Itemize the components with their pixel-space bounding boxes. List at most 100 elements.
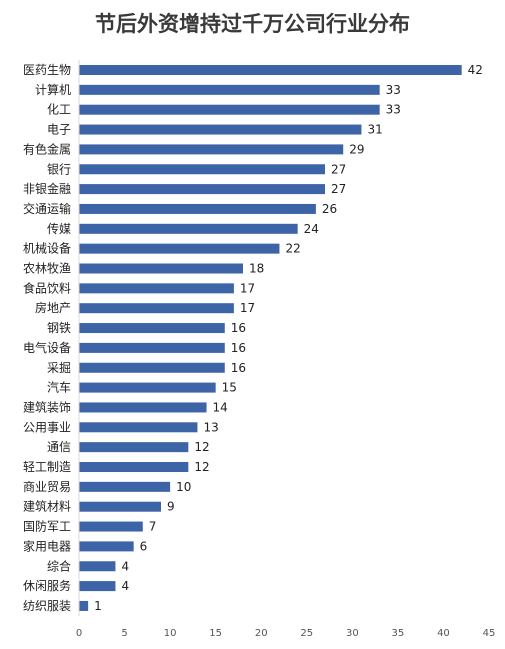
bar — [79, 382, 216, 393]
bar — [79, 342, 225, 353]
bar — [79, 223, 298, 234]
category-label: 国防军工 — [23, 519, 71, 534]
bar — [79, 65, 462, 75]
category-label: 汽车 — [47, 380, 71, 395]
bar — [79, 243, 280, 254]
data-label: 14 — [213, 400, 228, 414]
data-label: 1 — [94, 599, 102, 613]
category-label: 公用事业 — [23, 420, 71, 434]
data-label: 4 — [121, 579, 129, 593]
category-label: 房地产 — [35, 300, 71, 315]
bar — [79, 422, 198, 433]
data-label: 7 — [149, 520, 157, 534]
x-tick-label: 10 — [164, 628, 177, 639]
category-label: 综合 — [47, 558, 71, 573]
data-label: 17 — [240, 281, 255, 295]
bar — [79, 541, 134, 552]
x-axis-ticks-group: 0 5 10 15 20 25 30 35 40 45 — [76, 60, 496, 639]
data-label: 6 — [140, 539, 148, 553]
bar — [79, 581, 116, 592]
category-label: 农林牧渔 — [23, 262, 71, 276]
category-labels-group: 医药生物计算机化工电子有色金属银行非银金融交通运输传媒机械设备农林牧渔食品饮料房… — [23, 63, 71, 613]
data-label: 42 — [468, 63, 483, 77]
x-tick-label: 0 — [76, 628, 82, 639]
data-label: 22 — [285, 242, 300, 256]
bar — [79, 203, 316, 214]
data-label: 18 — [249, 262, 264, 276]
bar — [79, 600, 89, 611]
bar — [79, 521, 143, 532]
category-label: 银行 — [47, 162, 71, 176]
bar — [79, 144, 344, 155]
category-label: 化工 — [47, 103, 71, 117]
data-label: 13 — [203, 420, 218, 434]
category-label: 传媒 — [47, 221, 71, 236]
data-label: 16 — [231, 341, 246, 355]
data-label: 29 — [349, 142, 364, 156]
bar — [79, 84, 380, 95]
category-label: 交通运输 — [23, 201, 71, 216]
data-label: 9 — [167, 500, 175, 514]
bar — [79, 303, 234, 314]
category-label: 食品饮料 — [23, 280, 71, 295]
bar — [79, 283, 234, 294]
category-label: 电子 — [47, 123, 71, 137]
data-label: 26 — [322, 202, 337, 216]
bar — [79, 442, 189, 453]
data-label: 31 — [367, 123, 382, 137]
data-label: 15 — [222, 381, 237, 395]
data-label: 16 — [231, 321, 246, 335]
category-label: 商业贸易 — [23, 479, 71, 494]
bar — [79, 481, 171, 492]
category-label: 计算机 — [35, 82, 71, 97]
data-label: 27 — [331, 182, 346, 196]
bar — [79, 462, 189, 472]
bar — [79, 263, 243, 274]
bar — [79, 104, 380, 115]
bar — [79, 124, 362, 135]
data-label: 17 — [240, 301, 255, 315]
category-label: 钢铁 — [47, 321, 71, 335]
category-label: 机械设备 — [23, 241, 71, 256]
category-label: 家用电器 — [23, 538, 71, 553]
x-tick-label: 15 — [209, 628, 222, 639]
data-label: 10 — [176, 480, 191, 494]
data-label: 27 — [331, 162, 346, 176]
x-tick-label: 20 — [255, 628, 268, 639]
data-label: 33 — [386, 103, 401, 117]
x-tick-label: 30 — [346, 628, 359, 639]
category-label: 非银金融 — [23, 181, 71, 196]
bar — [79, 561, 116, 572]
category-label: 有色金属 — [23, 141, 71, 156]
data-label: 16 — [231, 361, 246, 375]
x-tick-label: 25 — [300, 628, 313, 639]
bar — [79, 402, 207, 413]
bar — [79, 323, 225, 334]
data-label: 12 — [194, 460, 209, 474]
category-label: 电气设备 — [23, 340, 71, 355]
x-tick-label: 45 — [483, 628, 496, 639]
bar — [79, 501, 161, 512]
data-label: 4 — [121, 559, 129, 573]
category-label: 纺织服装 — [23, 599, 71, 613]
x-tick-label: 5 — [121, 628, 127, 639]
category-label: 休闲服务 — [23, 578, 71, 593]
category-label: 建筑材料 — [23, 499, 71, 514]
bar — [79, 164, 325, 175]
category-label: 通信 — [47, 440, 71, 454]
bar — [79, 184, 325, 195]
value-labels-group: 4233333129272726242218171716161615141312… — [94, 63, 483, 613]
x-tick-label: 40 — [437, 628, 450, 639]
bar — [79, 362, 225, 373]
x-tick-label: 35 — [392, 628, 405, 639]
chart-title: 节后外资增持过千万公司行业分布 — [95, 12, 410, 36]
data-label: 12 — [194, 440, 209, 454]
data-label: 24 — [304, 222, 319, 236]
category-label: 采掘 — [47, 360, 71, 375]
bars-group — [79, 65, 462, 611]
category-label: 医药生物 — [23, 63, 71, 77]
category-label: 建筑装饰 — [23, 399, 71, 414]
data-label: 33 — [386, 83, 401, 97]
category-label: 轻工制造 — [23, 460, 71, 474]
